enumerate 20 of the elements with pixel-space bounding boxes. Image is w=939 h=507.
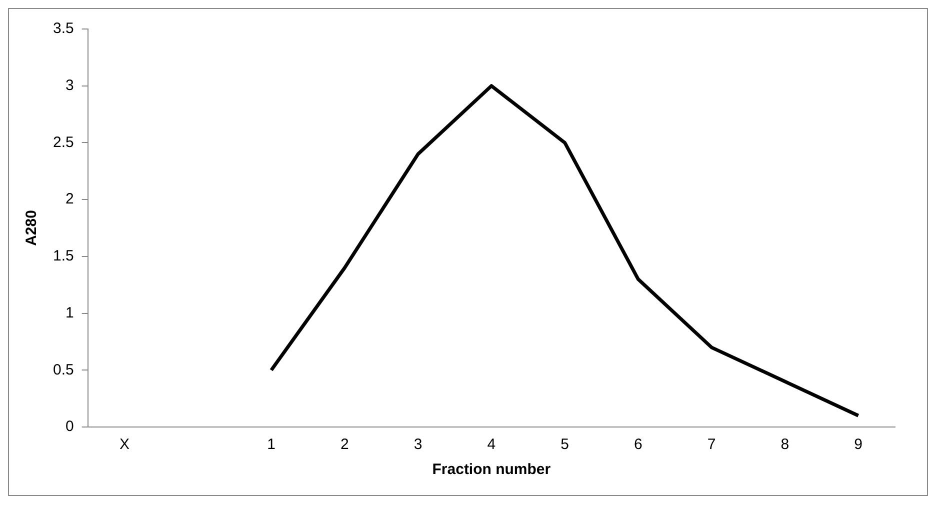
y-tick-label: 3.5 — [52, 20, 74, 38]
y-tick-label: 2.5 — [52, 134, 74, 151]
x-tick-label: 3 — [414, 436, 422, 454]
y-axis-title: A280 — [23, 210, 40, 246]
x-tick-label: 5 — [560, 436, 569, 454]
y-tick-label: 3 — [66, 77, 74, 94]
x-tick-label: 2 — [340, 436, 349, 454]
y-tick-label: 1 — [66, 304, 74, 322]
x-tick-label: 6 — [634, 436, 642, 454]
x-axis-title: Fraction number — [432, 461, 551, 478]
x-tick-label: 7 — [707, 436, 716, 454]
x-tick-label: 9 — [854, 436, 862, 454]
y-tick-label: 1.5 — [52, 248, 74, 265]
y-tick-label: 0.5 — [52, 361, 74, 378]
y-tick-label: 2 — [66, 190, 74, 208]
x-tick-label: 8 — [780, 436, 790, 454]
x-tick-label: X — [120, 436, 130, 454]
y-tick-label: 0 — [66, 418, 74, 436]
x-tick-label: 4 — [487, 436, 496, 454]
x-tick-label: 1 — [267, 436, 276, 454]
